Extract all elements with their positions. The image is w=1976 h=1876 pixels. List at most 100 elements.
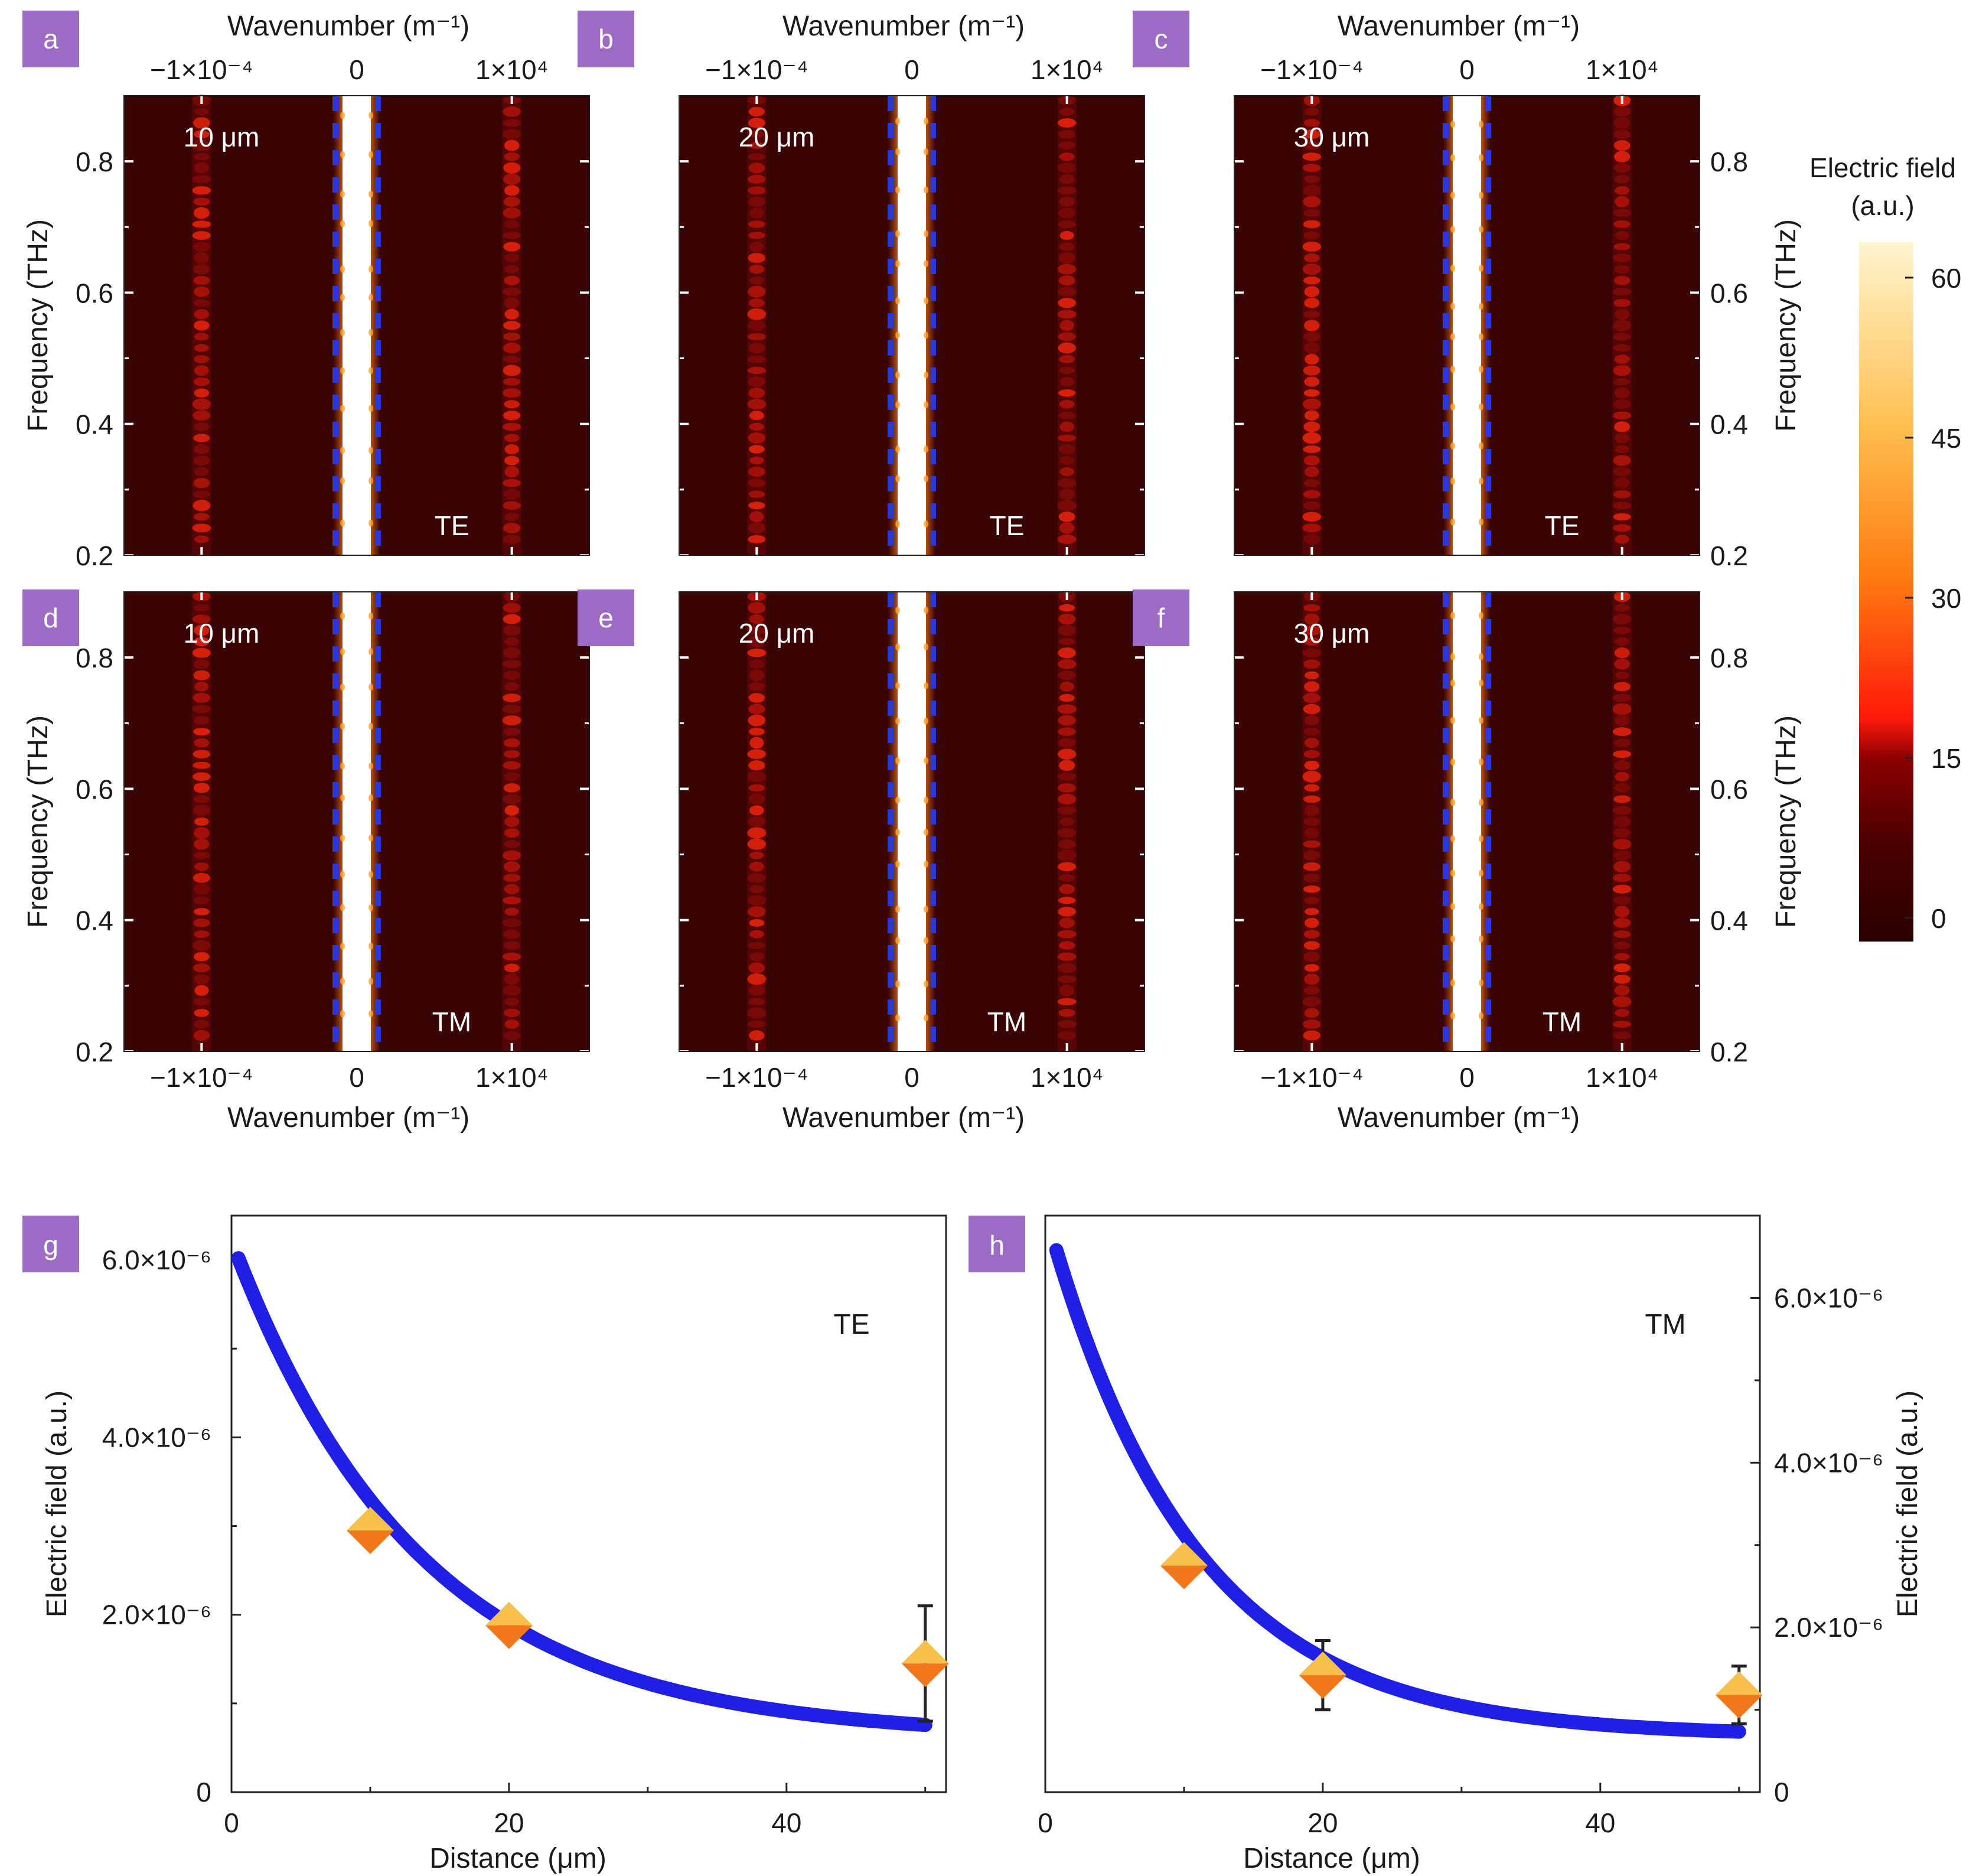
side-band-spot (193, 851, 210, 859)
x-tick-label: 40 (771, 1807, 801, 1838)
side-band-spot (1614, 354, 1630, 364)
y-tick-label: 0.2 (1710, 540, 1748, 571)
side-band-spot (503, 941, 520, 950)
side-band-spot (1059, 488, 1075, 500)
side-band-spot (1613, 129, 1631, 139)
side-band-spot (1303, 840, 1320, 848)
side-band-spot (1057, 849, 1077, 861)
side-band-spot (504, 297, 520, 309)
side-band-spot (749, 930, 764, 939)
side-band-spot (1613, 816, 1631, 828)
side-band-spot (747, 838, 767, 850)
central-band-ripple (1450, 653, 1455, 660)
x-axis-label: Distance (μm) (1243, 1843, 1420, 1874)
side-band-spot (1058, 207, 1075, 219)
side-band-spot (193, 805, 210, 816)
side-band-spot (193, 117, 210, 129)
x-tick-label: 0 (1459, 54, 1475, 85)
side-band-spot (748, 343, 765, 354)
side-band-spot (1059, 421, 1074, 432)
y-axis-label: Electric field (a.u.) (41, 1390, 73, 1617)
thickness-label: 20 μm (739, 618, 815, 649)
y-tick-label: 0.8 (1710, 643, 1748, 673)
side-band-spot (1615, 1009, 1630, 1017)
side-band-spot (1059, 917, 1075, 929)
central-band-ripple (895, 980, 900, 988)
side-band-spot (747, 626, 767, 635)
central-band-ripple (1450, 716, 1455, 724)
side-band-spot (747, 872, 766, 883)
side-band-spot (1303, 996, 1321, 1007)
central-band-ripple (924, 186, 928, 194)
panel-badge (578, 589, 634, 646)
side-band-spot (503, 647, 521, 659)
side-band-spot (193, 883, 210, 895)
side-band-spot (502, 715, 521, 726)
central-band-ripple (895, 401, 900, 409)
central-band-ripple (1450, 265, 1455, 272)
side-band-spot (748, 467, 765, 477)
side-band-spot (504, 185, 520, 196)
side-band-spot (504, 152, 520, 161)
side-band-spot (1615, 196, 1629, 208)
side-band-spot (1303, 389, 1320, 397)
side-band-spot (1304, 727, 1320, 736)
side-band-spot (747, 333, 766, 341)
x-tick-label: 0 (904, 1062, 919, 1093)
side-band-spot (749, 298, 765, 308)
side-band-spot (194, 422, 210, 432)
thickness-label: 30 μm (1294, 122, 1370, 152)
side-band-spot (1614, 265, 1630, 274)
side-band-spot (1303, 659, 1320, 669)
heatmap-frame (123, 591, 590, 1052)
y-axis-label: Frequency (THz) (1770, 715, 1802, 928)
heatmap-frame (1234, 591, 1700, 1052)
side-band-right (1612, 95, 1632, 555)
side-band-spot (749, 669, 765, 681)
side-band-spot (194, 344, 209, 352)
central-band-ripple (895, 717, 900, 725)
side-band-spot (1059, 604, 1075, 612)
data-point (1299, 1639, 1346, 1712)
side-band-spot (1303, 141, 1320, 150)
side-band-left (747, 96, 767, 555)
side-band-spot (749, 919, 765, 927)
central-band-ripple (1450, 333, 1455, 340)
side-band-spot (1305, 671, 1319, 680)
side-band-spot (193, 963, 210, 973)
side-band-spot (503, 422, 521, 431)
side-band-spot (1615, 308, 1630, 320)
central-band-ripple (1479, 333, 1483, 340)
side-band-spot (1058, 907, 1076, 917)
side-band-spot (1304, 613, 1320, 625)
central-band-ripple (924, 906, 928, 913)
side-band-spot (193, 490, 211, 498)
side-band-spot (747, 771, 766, 782)
side-band-spot (194, 974, 210, 985)
side-band-spot (1058, 332, 1076, 341)
side-band-spot (1615, 535, 1629, 544)
central-band (888, 96, 935, 555)
colorbar-tick-label: 0 (1931, 903, 1946, 934)
side-band-spot (748, 387, 765, 399)
marker-bottom-half (1299, 1675, 1346, 1699)
central-band-ripple (1450, 611, 1455, 619)
side-band-spot (749, 614, 764, 624)
side-band-right (1057, 591, 1077, 1051)
side-band-spot (1059, 984, 1074, 996)
x-tick-label: 1×10⁴ (1031, 1062, 1103, 1093)
side-band-spot (1613, 106, 1631, 117)
side-band-spot (1303, 164, 1321, 172)
central-band-ripple (924, 828, 928, 836)
side-band-spot (503, 173, 521, 185)
central-band-ripple (1450, 518, 1455, 526)
side-band-spot (503, 196, 520, 207)
side-band-spot (504, 465, 519, 478)
central-band-ripple (1450, 403, 1455, 411)
panel-badge (1133, 11, 1189, 67)
side-band-spot (1304, 784, 1320, 792)
side-band-spot (748, 784, 765, 792)
y-tick-label: 0.6 (1710, 278, 1748, 308)
side-band-spot (503, 287, 521, 297)
